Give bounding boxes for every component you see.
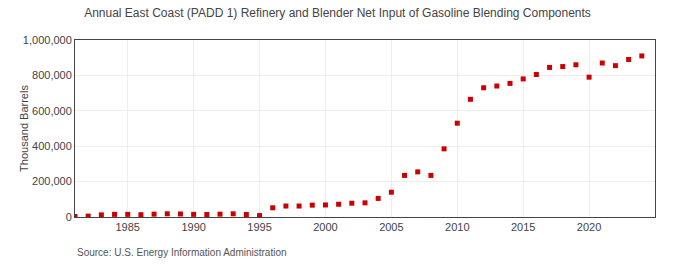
svg-text:1995: 1995: [247, 221, 271, 233]
svg-text:0: 0: [66, 211, 72, 223]
svg-text:Thousand Barrels: Thousand Barrels: [18, 85, 30, 172]
svg-text:2015: 2015: [511, 221, 535, 233]
svg-text:2010: 2010: [445, 221, 469, 233]
svg-text:800,000: 800,000: [32, 69, 72, 81]
svg-text:2000: 2000: [313, 221, 337, 233]
svg-text:Source: U.S. Energy Informatio: Source: U.S. Energy Information Administ…: [77, 247, 287, 258]
svg-text:1990: 1990: [181, 221, 205, 233]
svg-text:200,000: 200,000: [32, 175, 72, 187]
svg-text:1,000,000: 1,000,000: [23, 34, 72, 46]
svg-text:600,000: 600,000: [32, 105, 72, 117]
svg-text:2020: 2020: [577, 221, 601, 233]
svg-text:2005: 2005: [379, 221, 403, 233]
svg-text:400,000: 400,000: [32, 140, 72, 152]
svg-text:Annual East Coast (PADD 1) Ref: Annual East Coast (PADD 1) Refinery and …: [84, 6, 591, 20]
svg-text:1985: 1985: [115, 221, 139, 233]
